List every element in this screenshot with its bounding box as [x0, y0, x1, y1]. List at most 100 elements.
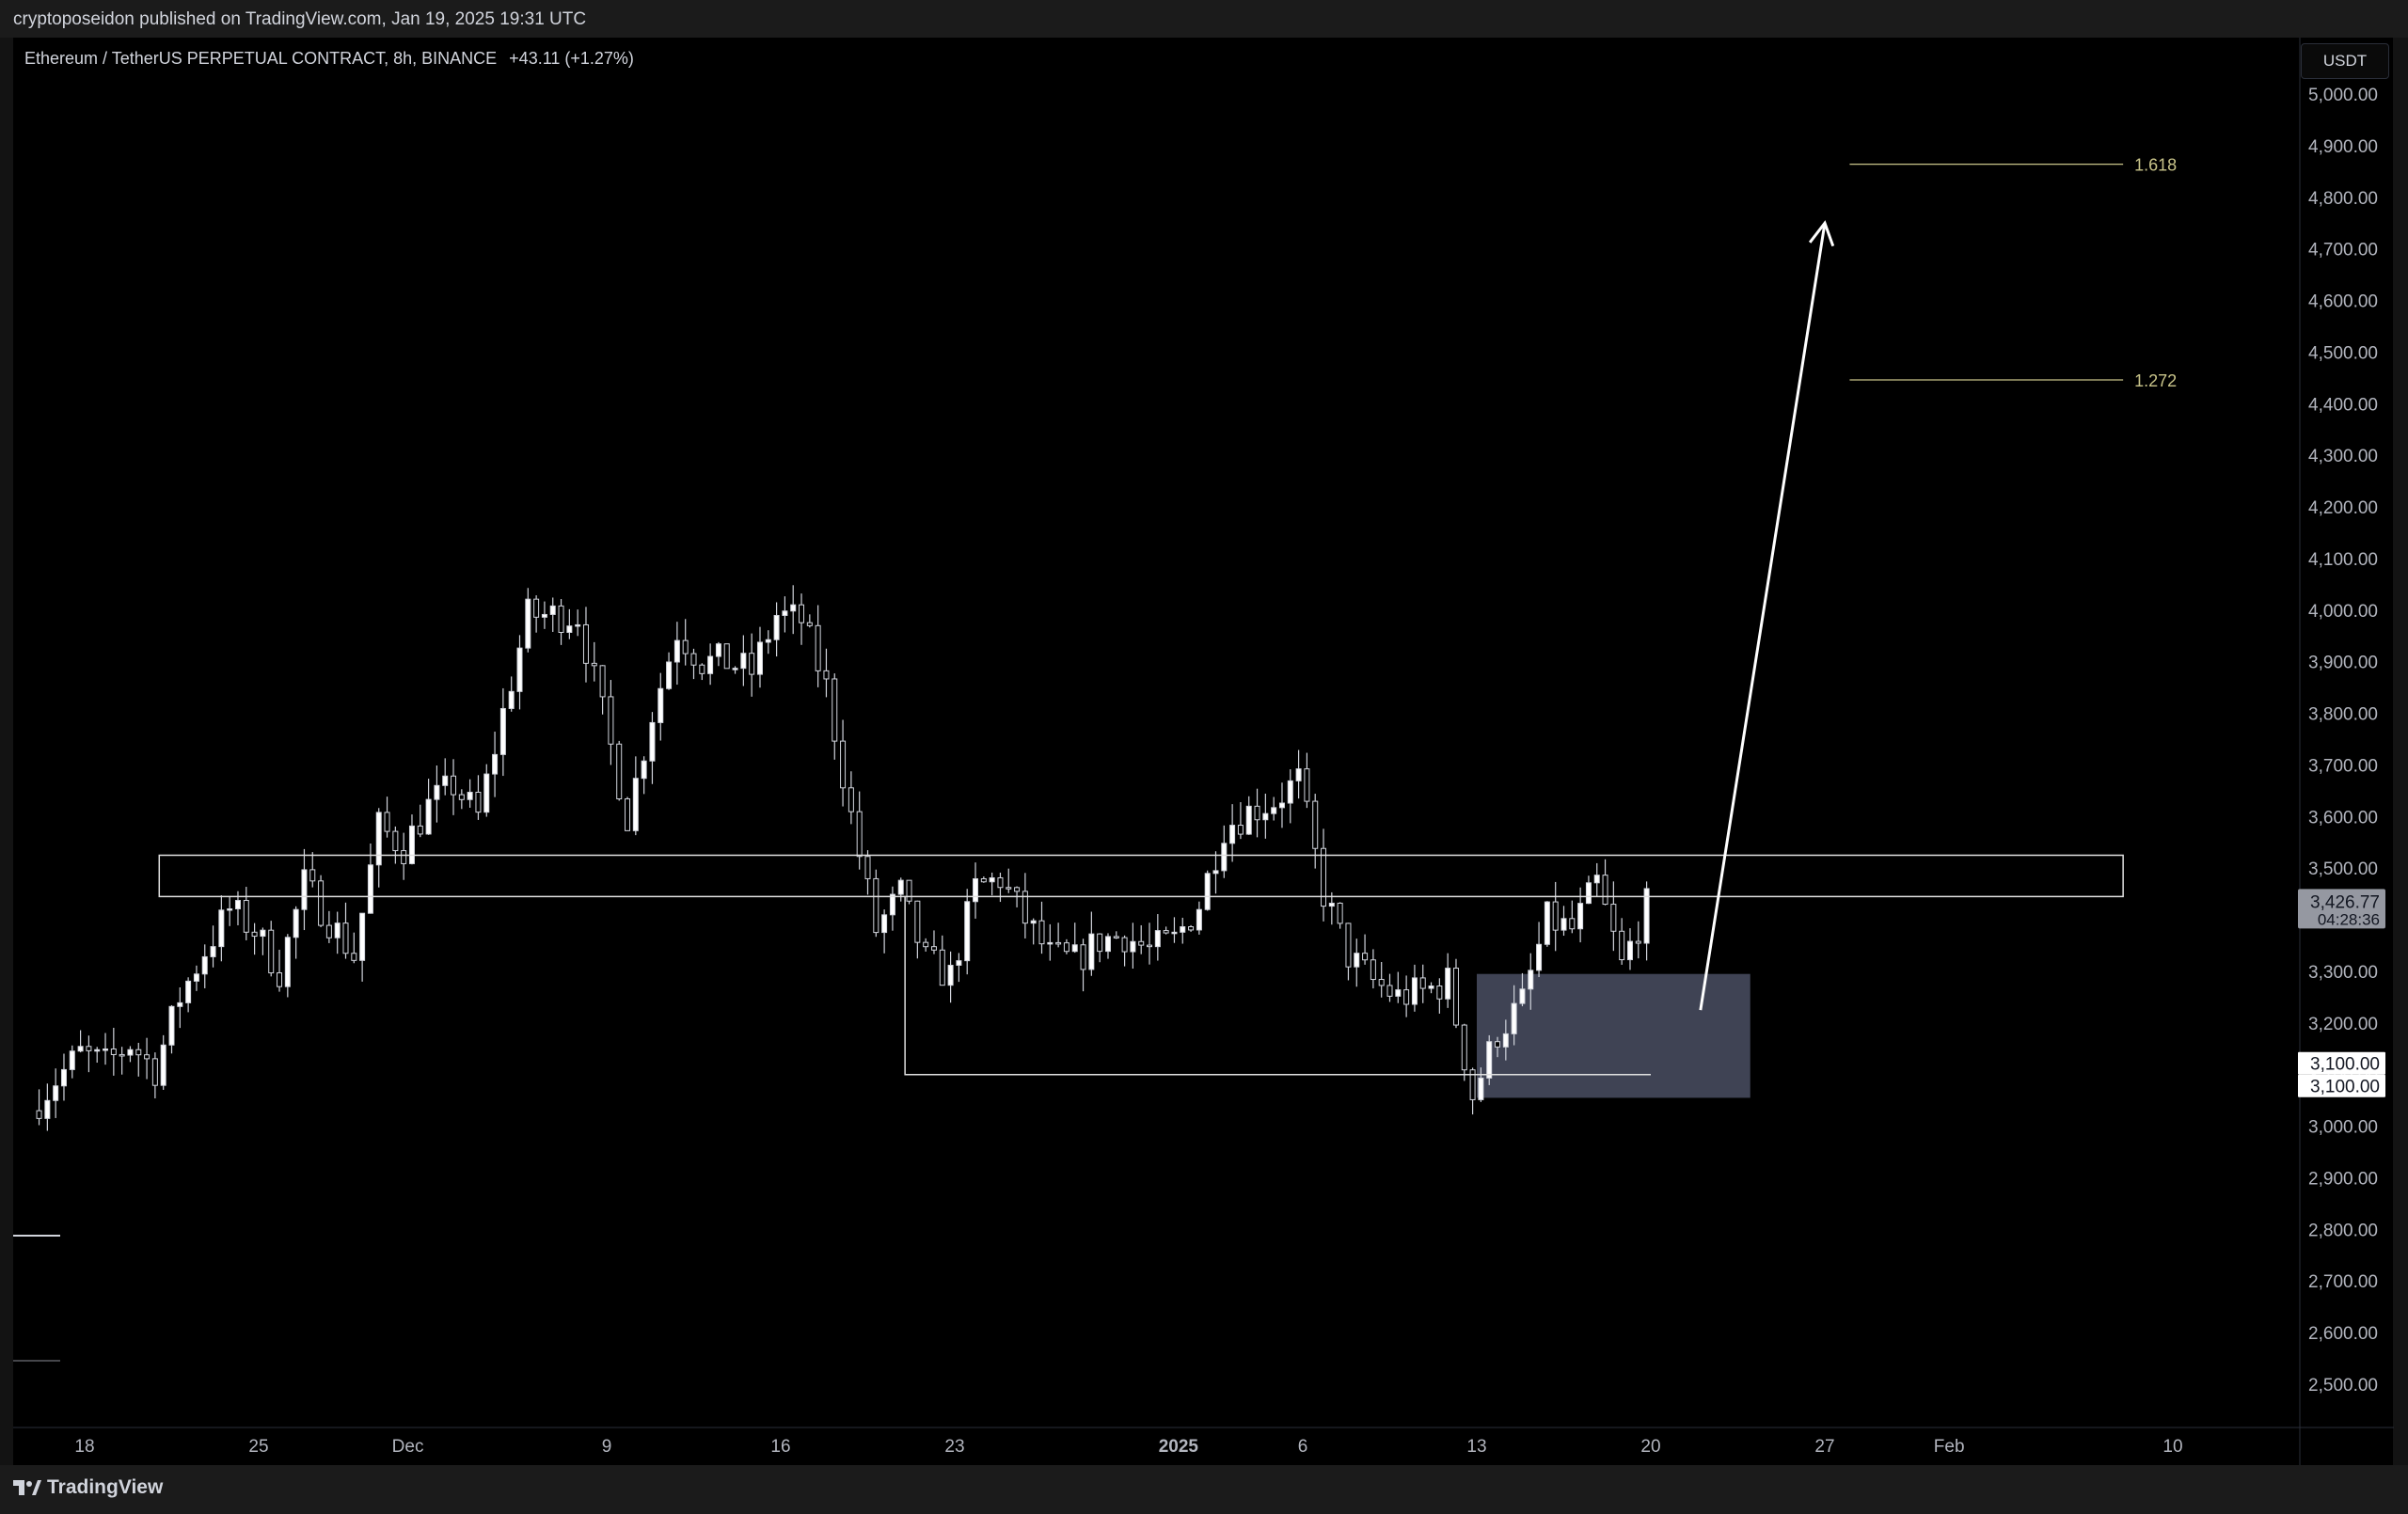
candle-down — [799, 604, 805, 623]
candle-down — [1014, 887, 1021, 892]
candle-up — [425, 798, 432, 835]
candle-up — [1486, 1041, 1493, 1079]
price-change: +43.11 (+1.27%) — [509, 49, 634, 68]
candle-down — [1495, 1041, 1501, 1048]
candle-up — [1271, 807, 1277, 814]
time-tick-label: 13 — [1466, 1437, 1486, 1457]
candle-up — [408, 825, 415, 864]
tradingview-logo-icon — [13, 1480, 41, 1495]
candle-down — [1097, 933, 1103, 953]
candle-up — [549, 605, 556, 615]
price-tick-label: 2,500.00 — [2308, 1376, 2378, 1396]
candle-down — [1055, 941, 1062, 945]
candle-down — [980, 877, 987, 883]
candle-down — [1386, 985, 1393, 997]
time-tick-label: 6 — [1298, 1437, 1308, 1457]
candle-up — [367, 864, 373, 914]
candle-down — [251, 931, 258, 938]
candle-down — [1469, 1069, 1476, 1100]
candle-down — [558, 605, 564, 633]
candle-up — [227, 907, 233, 911]
candle-down — [806, 622, 813, 626]
candle-down — [268, 929, 275, 974]
candle-down — [1610, 904, 1617, 932]
chart-frame[interactable] — [13, 38, 2393, 1465]
drawings-foreground: 1.618 1.272 — [158, 156, 2177, 1076]
candle-up — [1295, 768, 1302, 781]
candle-up — [234, 900, 241, 909]
candle-down — [458, 794, 465, 800]
candle-up — [765, 639, 771, 643]
candle-up — [210, 946, 216, 957]
time-axis[interactable]: 18 25 Dec 9 16 23 2025 6 13 20 27 Feb 10 — [74, 1437, 2182, 1457]
drawings-background — [13, 973, 1751, 1362]
price-label-badge — [2298, 1074, 2385, 1097]
candle-down — [1370, 959, 1376, 981]
candle-up — [740, 653, 747, 670]
resistance-zone[interactable] — [158, 854, 2124, 898]
tradingview-logo[interactable]: TradingView — [13, 1476, 163, 1499]
candle-up — [947, 964, 954, 986]
candle-up — [1287, 780, 1293, 804]
price-tick-label: 2,900.00 — [2308, 1169, 2378, 1189]
price-tick-label: 3,700.00 — [2308, 756, 2378, 776]
support-line[interactable] — [904, 896, 1651, 1076]
candle-up — [1071, 944, 1078, 953]
candle-up — [127, 1049, 134, 1056]
projection-arrow[interactable] — [1699, 222, 1827, 1011]
candle-up — [60, 1068, 67, 1087]
candle-down — [848, 787, 854, 812]
candle-up — [201, 955, 208, 975]
candle-up — [442, 775, 449, 786]
candle-up — [1544, 901, 1550, 945]
candle-down — [815, 624, 821, 671]
symbol-legend[interactable]: Ethereum / TetherUS PERPETUAL CONTRACT, … — [24, 49, 634, 69]
price-tick-label: 5,000.00 — [2308, 86, 2378, 105]
candle-up — [756, 641, 763, 675]
candle-down — [1113, 936, 1119, 938]
candle-down — [309, 869, 316, 882]
candle-up — [168, 1005, 175, 1046]
candle-up — [649, 721, 656, 762]
candle-down — [110, 1048, 117, 1055]
candle-up — [44, 1099, 51, 1119]
candle-up — [1478, 1077, 1484, 1100]
candle-up — [467, 791, 473, 800]
candle-down — [608, 696, 614, 745]
candle-up — [889, 893, 895, 916]
candle-up — [1245, 805, 1252, 835]
candle-down — [914, 900, 921, 943]
price-axis[interactable]: 5,000.00 4,900.00 4,800.00 4,700.00 4,600.00… — [2298, 86, 2385, 1396]
time-tick-label: 25 — [248, 1437, 268, 1457]
candle-down — [1121, 937, 1128, 953]
candle-down — [144, 1054, 150, 1060]
candle-down — [318, 880, 325, 926]
candle-down — [384, 812, 390, 832]
demand-zone[interactable] — [1477, 973, 1751, 1098]
candle-down — [682, 639, 689, 654]
candle-up — [1528, 970, 1534, 990]
candle-up — [1212, 870, 1219, 875]
candle-down — [1163, 930, 1169, 934]
candle-up — [185, 980, 192, 1003]
price-tick-label: 2,700.00 — [2308, 1272, 2378, 1292]
candle-up — [1577, 903, 1584, 930]
candlesticks — [36, 585, 1650, 1131]
grid — [13, 38, 2394, 1465]
currency-button[interactable]: USDT — [2301, 43, 2389, 79]
candle-up — [359, 912, 366, 961]
price-tick-label: 3,800.00 — [2308, 705, 2378, 725]
candle-up — [492, 753, 499, 775]
candle-down — [1635, 940, 1641, 944]
time-tick-label: 20 — [1640, 1437, 1660, 1457]
price-label-value: 3,100.00 — [2310, 1078, 2380, 1097]
candle-up — [1354, 953, 1360, 968]
candle-down — [325, 924, 332, 938]
candle-up — [69, 1050, 75, 1070]
candle-down — [1237, 825, 1244, 835]
candle-down — [417, 825, 423, 835]
price-tick-label: 3,000.00 — [2308, 1118, 2378, 1138]
candle-down — [864, 856, 871, 879]
candle-up — [508, 690, 515, 709]
